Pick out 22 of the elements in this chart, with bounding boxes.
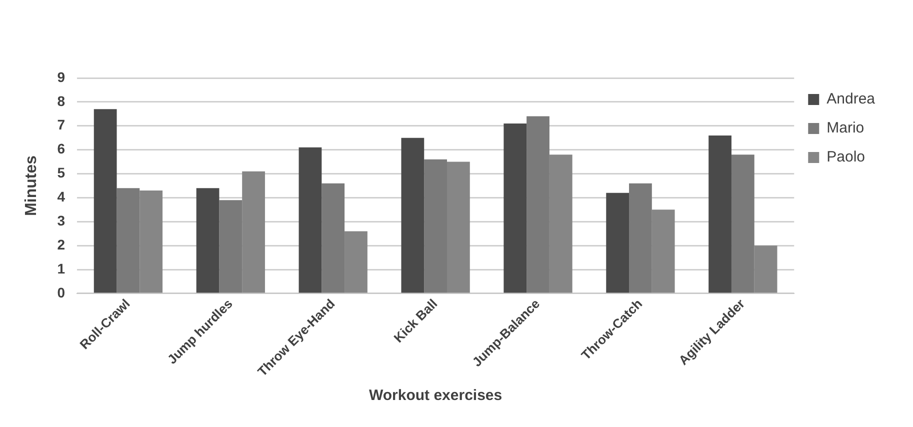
bar [504,123,527,293]
bar [298,147,322,293]
legend-label: Andrea [826,90,876,108]
y-tick-label: 6 [57,140,66,157]
legend-label: Paolo [826,148,866,166]
bar [401,138,424,293]
y-tick-label: 9 [57,68,66,85]
x-axis-title: Workout exercises [368,387,502,404]
y-axis-title: Minutes [23,155,40,216]
bar [94,109,117,293]
y-tick-label: 3 [57,212,66,228]
y-tick-label: 2 [57,236,66,252]
legend-label: Mario [826,120,864,137]
y-tick-label: 5 [57,164,66,181]
bar [196,188,220,293]
y-tick-label: 0 [57,284,66,300]
y-tick-label: 4 [57,188,66,205]
bar [606,192,630,293]
y-tick-label: 8 [57,92,66,109]
y-tick-label: 7 [57,116,66,133]
bar [708,135,732,293]
y-tick-label: 1 [57,260,66,276]
